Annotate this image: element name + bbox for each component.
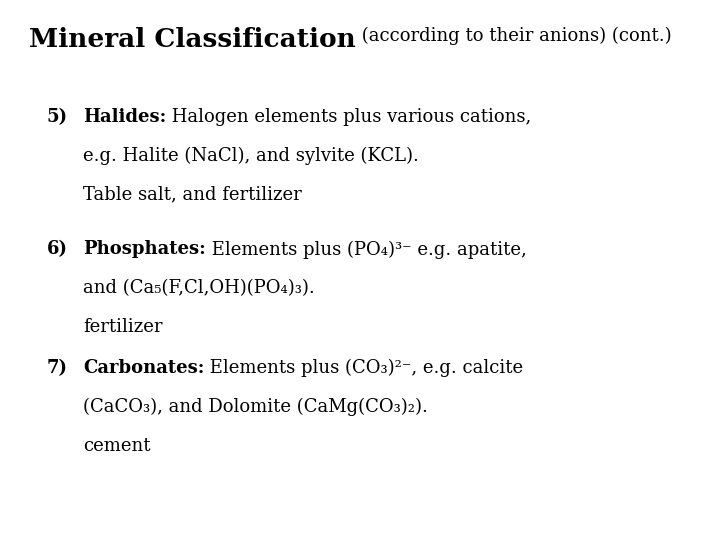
Text: 5): 5) bbox=[47, 108, 68, 126]
Text: cement: cement bbox=[83, 437, 150, 455]
Text: 6): 6) bbox=[47, 240, 68, 258]
Text: Elements plus (CO₃)²⁻, e.g. calcite: Elements plus (CO₃)²⁻, e.g. calcite bbox=[204, 359, 523, 377]
Text: Mineral Classification: Mineral Classification bbox=[29, 27, 356, 52]
Text: and (Ca₅(F,Cl,OH)(PO₄)₃).: and (Ca₅(F,Cl,OH)(PO₄)₃). bbox=[83, 279, 315, 297]
Text: fertilizer: fertilizer bbox=[83, 318, 162, 336]
Text: e.g. Halite (NaCl), and sylvite (KCL).: e.g. Halite (NaCl), and sylvite (KCL). bbox=[83, 147, 418, 165]
Text: Table salt, and fertilizer: Table salt, and fertilizer bbox=[83, 186, 302, 204]
Text: Halides:: Halides: bbox=[83, 108, 166, 126]
Text: (CaCO₃), and Dolomite (CaMg(CO₃)₂).: (CaCO₃), and Dolomite (CaMg(CO₃)₂). bbox=[83, 398, 428, 416]
Text: Carbonates:: Carbonates: bbox=[83, 359, 204, 377]
Text: Phosphates:: Phosphates: bbox=[83, 240, 205, 258]
Text: (according to their anions) (cont.): (according to their anions) (cont.) bbox=[356, 27, 671, 45]
Text: 7): 7) bbox=[47, 359, 68, 377]
Text: Halogen elements plus various cations,: Halogen elements plus various cations, bbox=[166, 108, 531, 126]
Text: Elements plus (PO₄)³⁻ e.g. apatite,: Elements plus (PO₄)³⁻ e.g. apatite, bbox=[205, 240, 526, 259]
